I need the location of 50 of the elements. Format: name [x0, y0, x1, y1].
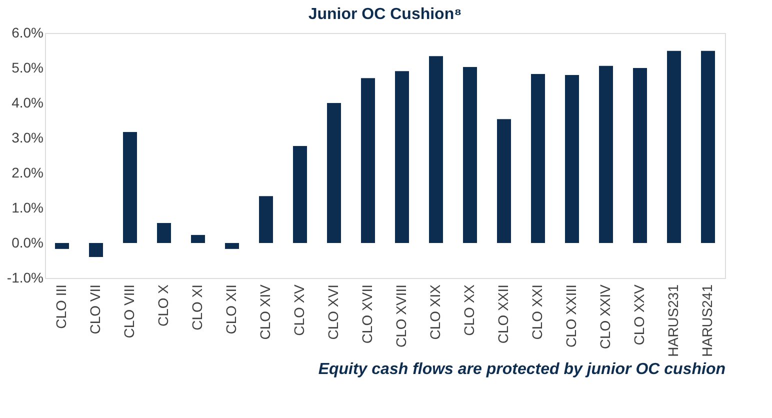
x-tick-label: CLO VII: [87, 284, 103, 334]
bar: [463, 66, 477, 243]
x-tick-label: CLO XXIII: [563, 284, 579, 348]
x-tick-label: CLO XVI: [325, 284, 341, 340]
y-tick-label: -1.0%: [6, 270, 44, 286]
x-tick-label: HARUS231: [665, 284, 681, 357]
x-tick-label: CLO XX: [461, 284, 477, 336]
chart-title: Junior OC Cushion⁸: [308, 6, 462, 23]
y-tick-label: 1.0%: [12, 200, 44, 216]
bar: [157, 223, 171, 243]
bar: [293, 146, 307, 243]
x-tick-label: CLO III: [53, 284, 69, 329]
x-tick-label: CLO XII: [223, 284, 239, 334]
bar: [327, 103, 341, 243]
bar: [701, 50, 715, 243]
bar: [565, 75, 579, 243]
bar: [531, 74, 545, 243]
x-tick-label: CLO XXIV: [597, 284, 613, 350]
x-tick-label: CLO XVII: [359, 284, 375, 344]
x-tick-label: CLO XI: [189, 284, 205, 330]
bar: [191, 234, 205, 243]
x-tick-label: CLO XIX: [427, 284, 443, 340]
y-tick-label: 2.0%: [12, 164, 44, 180]
x-tick-label: CLO XV: [291, 284, 307, 336]
bar: [259, 196, 273, 243]
y-tick-label: 3.0%: [12, 130, 44, 146]
bar: [667, 50, 681, 243]
bar: [55, 243, 69, 249]
x-tick-label: CLO XVIII: [393, 284, 409, 348]
bar: [497, 119, 511, 243]
x-tick-label: HARUS241: [699, 284, 715, 357]
x-tick-label: CLO XIV: [257, 284, 273, 340]
x-tick-label: CLO VIII: [121, 284, 137, 338]
bar: [395, 71, 409, 243]
bar: [429, 56, 443, 243]
y-tick-label: 0.0%: [12, 234, 44, 250]
x-tick-label: CLO XXI: [529, 284, 545, 340]
x-tick-label: CLO X: [155, 284, 171, 327]
bar: [89, 243, 103, 257]
bar: [225, 243, 239, 249]
y-tick-label: 4.0%: [12, 94, 44, 110]
x-tick-label: CLO XXV: [631, 284, 647, 346]
bar: [123, 132, 137, 243]
bar: [599, 66, 613, 243]
y-tick-label: 5.0%: [12, 60, 44, 76]
x-tick-label: CLO XXII: [495, 284, 511, 344]
bar: [633, 68, 647, 243]
bar: [361, 78, 375, 243]
text: Equity cash flows are protected by junior OC cushion: [318, 360, 726, 378]
y-tick-label: 6.0%: [12, 24, 44, 40]
